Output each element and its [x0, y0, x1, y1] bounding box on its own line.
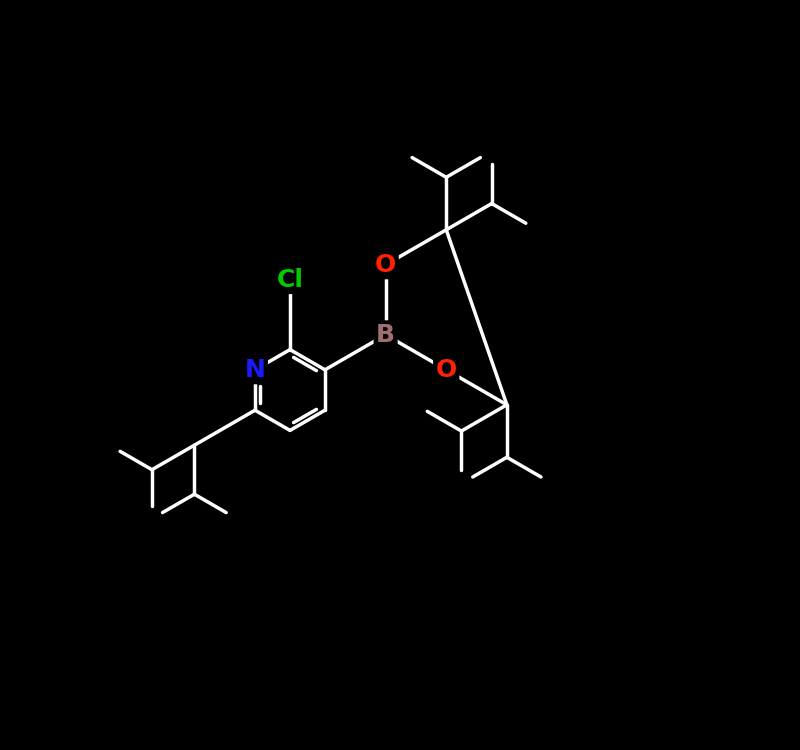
- Text: O: O: [375, 253, 396, 277]
- Text: O: O: [436, 358, 457, 382]
- Text: Cl: Cl: [277, 268, 303, 292]
- Text: N: N: [245, 358, 266, 382]
- Text: B: B: [376, 322, 395, 346]
